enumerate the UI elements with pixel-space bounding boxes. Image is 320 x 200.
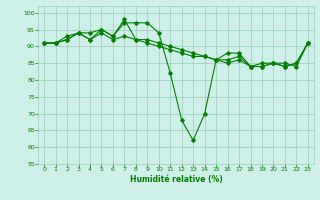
X-axis label: Humidité relative (%): Humidité relative (%) [130,175,222,184]
